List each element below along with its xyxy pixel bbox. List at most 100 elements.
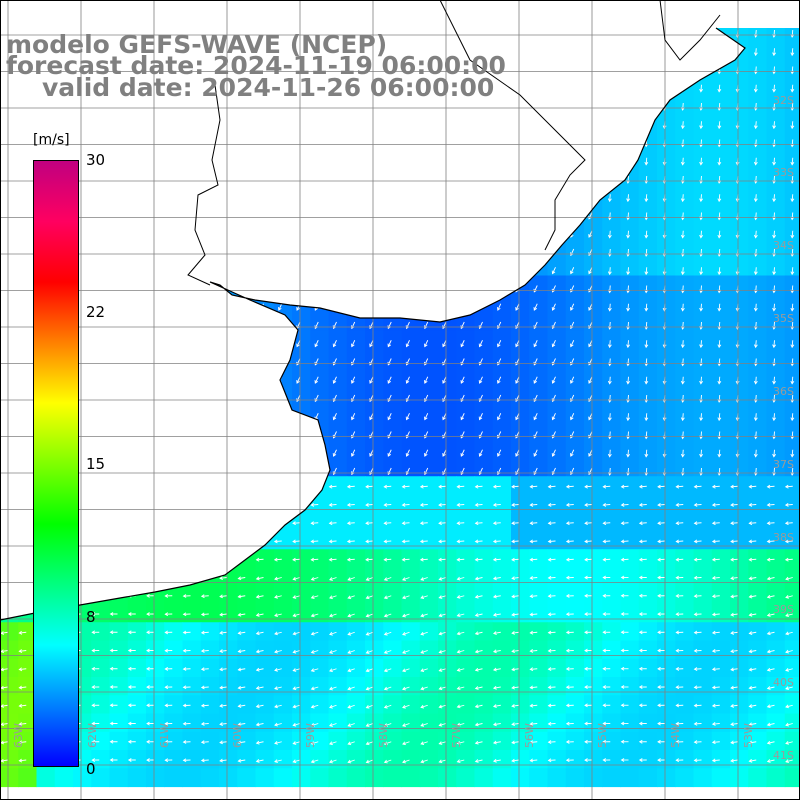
- speed-cell: [620, 93, 640, 112]
- wind-arrow: [402, 504, 410, 506]
- arrow-head: [790, 307, 795, 312]
- wind-arrow: [530, 613, 538, 616]
- speed-cell: [492, 439, 512, 459]
- wind-arrow: [584, 504, 593, 506]
- speed-cell: [492, 604, 512, 623]
- wind-arrow: [223, 194, 228, 201]
- arrow-head: [255, 613, 260, 617]
- wind-arrow: [791, 413, 794, 421]
- speed-cell: [620, 28, 640, 39]
- arrow-head: [570, 270, 574, 275]
- wind-arrow: [791, 285, 794, 293]
- wind-arrow: [773, 212, 775, 220]
- speed-cell: [492, 184, 512, 204]
- speed-cell: [164, 348, 184, 368]
- wind-arrow: [645, 285, 648, 293]
- wind-arrow: [627, 212, 629, 220]
- wind-arrow: [497, 303, 502, 311]
- speed-cell: [730, 220, 749, 240]
- arrow-head: [730, 594, 735, 599]
- speed-cell: [255, 512, 275, 532]
- arrow-head: [132, 453, 136, 457]
- speed-cell: [584, 695, 603, 715]
- wind-arrow: [755, 157, 757, 165]
- arrow-head: [22, 234, 27, 238]
- speed-cell: [730, 677, 749, 696]
- speed-cell: [438, 147, 457, 167]
- speed-cell: [675, 731, 695, 751]
- wind-arrow: [95, 230, 100, 238]
- speed-cell: [602, 56, 622, 76]
- arrow-head: [588, 161, 592, 165]
- wind-arrow: [718, 102, 721, 111]
- speed-cell: [328, 129, 348, 149]
- speed-cell: [383, 239, 403, 258]
- speed-cell: [565, 312, 585, 331]
- wind-arrow: [114, 157, 118, 165]
- wind-arrow: [19, 668, 27, 671]
- wind-arrow: [749, 558, 757, 561]
- arrow-head: [533, 380, 538, 384]
- speed-cell: [547, 531, 567, 550]
- arrow-head: [529, 576, 534, 580]
- arrow-head: [662, 125, 667, 130]
- speed-cell: [346, 147, 366, 167]
- wind-arrow: [755, 139, 757, 147]
- arrow-head: [766, 557, 771, 562]
- arrow-head: [680, 380, 685, 385]
- speed-cell: [328, 731, 348, 751]
- speed-cell: [529, 385, 549, 404]
- speed-cell: [419, 421, 439, 441]
- speed-cell: [675, 293, 695, 313]
- speed-cell: [748, 640, 768, 660]
- arrow-head: [420, 577, 425, 581]
- speed-cell: [602, 385, 622, 404]
- arrow-head: [675, 630, 680, 635]
- wind-arrow: [609, 285, 611, 293]
- speed-cell: [365, 458, 384, 477]
- speed-cell: [219, 731, 238, 751]
- wind-arrow: [515, 121, 520, 128]
- wind-arrow: [128, 485, 136, 488]
- speed-cell: [237, 512, 257, 532]
- speed-cell: [456, 348, 476, 368]
- wind-arrow: [791, 175, 794, 184]
- wind-arrow: [493, 613, 501, 616]
- wind-arrow: [460, 230, 465, 238]
- wind-arrow: [570, 267, 575, 274]
- speed-cell: [255, 111, 275, 131]
- arrow-head: [529, 539, 534, 544]
- wind-arrow: [424, 230, 429, 238]
- speed-cell: [620, 640, 640, 660]
- speed-cell: [711, 549, 731, 569]
- speed-cell: [693, 658, 713, 678]
- speed-cell: [657, 293, 676, 313]
- speed-cell: [529, 202, 549, 222]
- wind-arrow: [1, 668, 9, 671]
- speed-cell: [438, 567, 457, 587]
- speed-cell: [127, 622, 147, 642]
- wind-arrow: [773, 84, 775, 92]
- wind-arrow: [351, 121, 356, 128]
- arrow-head: [424, 380, 428, 384]
- wind-arrow: [333, 449, 337, 457]
- arrow-head: [772, 125, 777, 130]
- arrow-head: [273, 557, 278, 562]
- wind-arrow: [609, 449, 611, 457]
- wind-arrow: [387, 449, 392, 457]
- speed-cell: [182, 166, 202, 185]
- arrow-head: [766, 484, 771, 489]
- speed-cell: [784, 439, 800, 459]
- speed-cell: [529, 476, 549, 496]
- speed-cell: [328, 202, 348, 222]
- speed-cell: [474, 166, 494, 185]
- speed-cell: [255, 275, 275, 295]
- wind-arrow: [755, 66, 757, 74]
- wind-arrow: [682, 194, 684, 202]
- wind-arrow: [274, 650, 282, 653]
- speed-cell: [711, 658, 731, 678]
- speed-cell: [255, 531, 275, 550]
- wind-arrow: [146, 485, 155, 488]
- wind-arrow: [22, 157, 27, 165]
- arrow-head: [772, 198, 777, 203]
